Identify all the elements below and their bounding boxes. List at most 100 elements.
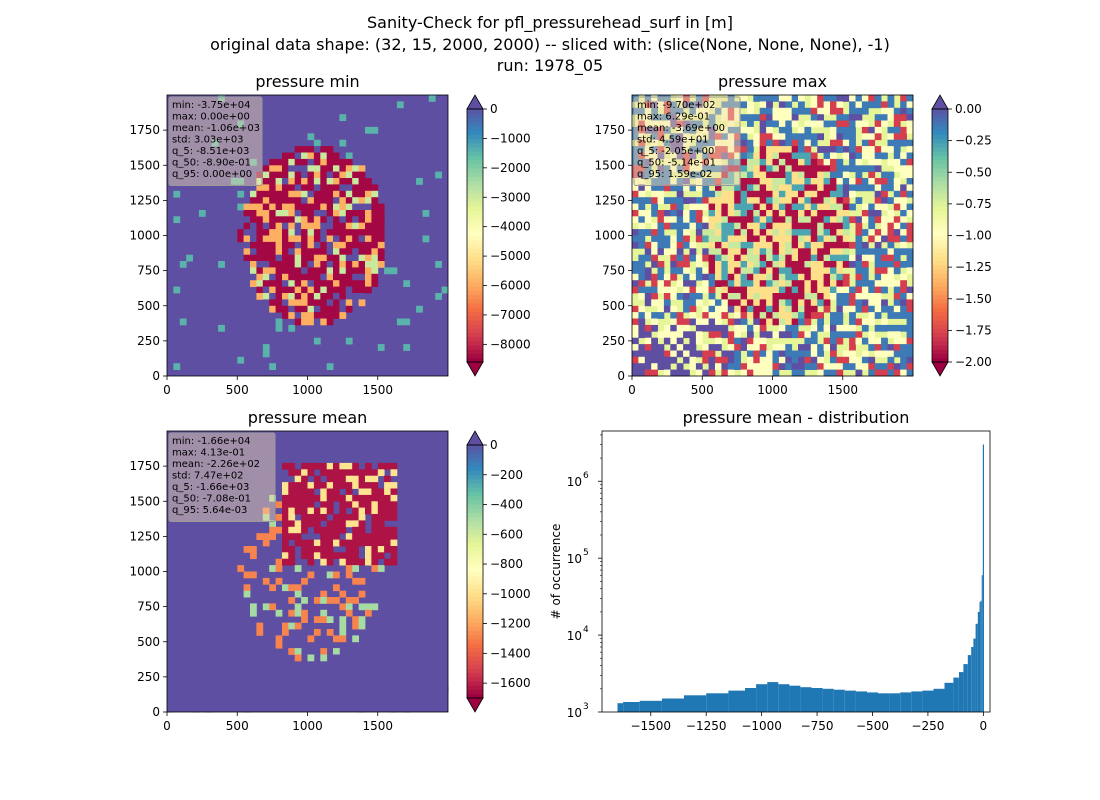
- colorbar-segment: [467, 541, 483, 547]
- heatmap-cell: [817, 95, 824, 102]
- heatmap-cell: [708, 114, 716, 121]
- heatmap-cell: [294, 533, 302, 540]
- heatmap-cell: [275, 261, 283, 268]
- heatmap-cell: [715, 197, 722, 204]
- heatmap-cell: [663, 363, 671, 370]
- colorbar-extend-min: [931, 361, 949, 377]
- heatmap-cell: [282, 210, 289, 217]
- y-tick-label: 0: [152, 705, 160, 719]
- heatmap-cell: [683, 286, 690, 294]
- heatmap-cell: [651, 178, 658, 185]
- heatmap-cell: [326, 462, 334, 470]
- y-tick-base: 10: [567, 706, 582, 720]
- heatmap-cell: [893, 369, 901, 377]
- heatmap-cell: [778, 120, 786, 128]
- heatmap-cell: [881, 280, 888, 287]
- heatmap-cell: [269, 526, 276, 534]
- heatmap-cell: [778, 222, 786, 230]
- heatmap-cell: [352, 546, 359, 553]
- heatmap-cell: [358, 261, 366, 268]
- heatmap-cell: [855, 171, 863, 179]
- heatmap-cell: [810, 229, 818, 236]
- heatmap-cell: [657, 235, 665, 243]
- heatmap-cell: [874, 190, 882, 198]
- heatmap-cell: [313, 241, 321, 249]
- heatmap-cell: [339, 501, 347, 509]
- heatmap-cell: [326, 312, 334, 319]
- heatmap-cell: [670, 152, 678, 160]
- heatmap-cell: [747, 273, 754, 281]
- heatmap-cell: [791, 216, 799, 224]
- colorbar-tick-label: −1600: [490, 676, 531, 690]
- heatmap-cell: [339, 305, 347, 313]
- heatmap-cell: [721, 222, 729, 230]
- heatmap-cell: [333, 539, 340, 547]
- heatmap-cell: [766, 248, 773, 256]
- heatmap-cell: [830, 222, 837, 230]
- heatmap-cell: [320, 590, 328, 598]
- colorbar-segment: [467, 277, 483, 283]
- heatmap-cell: [702, 139, 710, 147]
- heatmap-cell: [823, 158, 831, 166]
- heatmap-cell: [855, 248, 863, 256]
- heatmap-cell: [358, 229, 366, 236]
- heatmap-cell: [785, 120, 793, 128]
- heatmap-cell: [282, 178, 289, 185]
- heatmap-cell: [339, 558, 347, 566]
- heatmap-cell: [345, 165, 353, 173]
- heatmap-cell: [632, 171, 639, 179]
- x-tick-label: −1250: [686, 719, 727, 733]
- heatmap-cell: [702, 369, 710, 377]
- heatmap-cell: [670, 350, 678, 358]
- heatmap-cell: [849, 324, 856, 332]
- heatmap-cell: [390, 469, 398, 477]
- heatmap-cell: [352, 514, 359, 521]
- heatmap-cell: [772, 158, 780, 166]
- heatmap-cell: [759, 203, 767, 211]
- heatmap-cell: [651, 158, 658, 166]
- heatmap-cell: [868, 152, 876, 160]
- heatmap-cell: [836, 318, 844, 326]
- heatmap-cell: [333, 299, 340, 307]
- heatmap-cell: [651, 184, 658, 192]
- heatmap-cell: [817, 101, 824, 109]
- heatmap-cell: [307, 146, 315, 153]
- heatmap-cell: [734, 222, 741, 230]
- heatmap-cell: [900, 280, 907, 287]
- heatmap-cell: [237, 178, 245, 185]
- heatmap-cell: [753, 152, 761, 160]
- heatmap-cell: [817, 312, 824, 319]
- histogram-frame: [601, 430, 991, 713]
- heatmap-cell: [695, 267, 703, 275]
- heatmap-cell: [785, 350, 793, 358]
- colorbar-segment: [467, 567, 483, 572]
- heatmap-cell: [817, 363, 824, 370]
- heatmap-cell: [365, 216, 372, 224]
- heatmap-cell: [842, 254, 850, 262]
- heatmap-cell: [288, 482, 296, 489]
- heatmap-cell: [377, 210, 385, 217]
- heatmap-cell: [817, 107, 824, 115]
- heatmap-cell: [326, 507, 334, 515]
- heatmap-cell: [766, 133, 773, 141]
- heatmap-cell: [320, 312, 328, 319]
- heatmap-cell: [753, 363, 761, 370]
- heatmap-cell: [740, 293, 748, 300]
- heatmap-cell: [365, 648, 372, 655]
- heatmap-cell: [294, 648, 302, 655]
- heatmap-cell: [715, 241, 722, 249]
- heatmap-cell: [798, 273, 805, 281]
- heatmap-cell: [294, 267, 302, 275]
- colorbar-segment: [467, 651, 483, 657]
- heatmap-cell: [262, 184, 270, 192]
- heatmap-cell: [256, 171, 264, 179]
- heatmap-cell: [893, 299, 901, 307]
- heatmap-cell: [804, 280, 812, 287]
- heatmap-cell: [727, 331, 735, 339]
- heatmap-cell: [307, 280, 315, 287]
- heatmap-cell: [288, 462, 296, 470]
- heatmap-cell: [759, 178, 767, 185]
- heatmap-cell: [817, 203, 824, 211]
- heatmap-cell: [288, 152, 296, 160]
- heatmap-cell: [288, 197, 296, 204]
